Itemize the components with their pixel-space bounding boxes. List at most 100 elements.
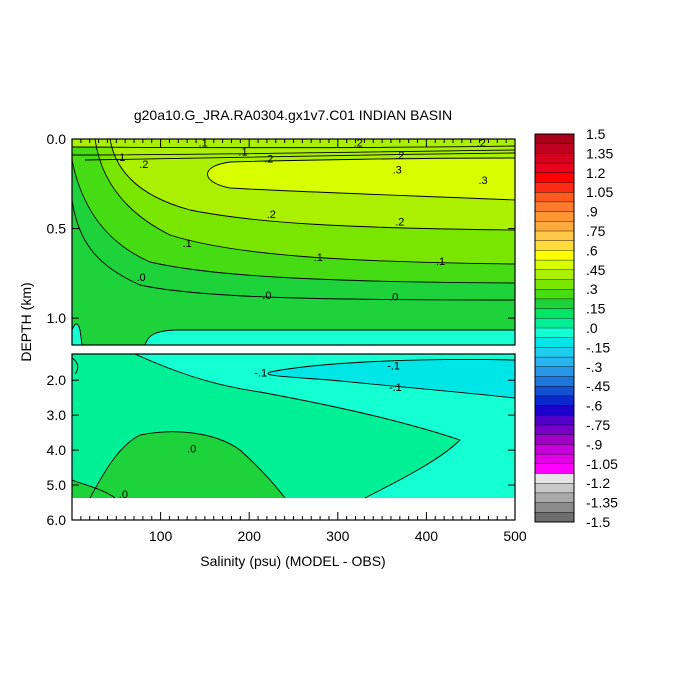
colorbar-label: -.9 (586, 436, 603, 452)
fill-lower-deep-blob (90, 431, 285, 498)
contour-label: .2 (264, 154, 273, 166)
colorbar-swatch (534, 269, 575, 280)
colorbar-label: -.6 (586, 398, 603, 414)
contour-label: .1 (314, 252, 323, 264)
colorbar-swatch (534, 143, 575, 154)
contour-label: .2 (395, 216, 404, 228)
contour-label: .2 (395, 150, 404, 162)
contour-line (267, 359, 515, 399)
colorbar-swatch (534, 424, 575, 436)
contour-label: .0 (137, 272, 146, 284)
contour-line (72, 149, 515, 156)
colorbar-swatch (534, 250, 575, 261)
contour-label: .1 (116, 152, 125, 164)
colorbar-swatch (534, 405, 575, 416)
upper-y-axis: 0.0 0.5 1.0 (47, 131, 515, 326)
colorbar-swatch (534, 191, 575, 203)
colorbar-label: .15 (586, 301, 606, 317)
y-tick-label: 4.0 (47, 442, 67, 458)
colorbar-swatch (534, 376, 575, 387)
colorbar-label: .75 (586, 223, 606, 239)
y-tick-label: 2.0 (47, 372, 67, 388)
colorbar-swatch (534, 162, 575, 174)
colorbar-label: .3 (586, 281, 598, 297)
x-tick-label: 400 (415, 528, 439, 544)
colorbar-label: .9 (586, 204, 598, 220)
contour-label: -.1 (389, 382, 402, 394)
contour-line (72, 479, 116, 499)
colorbar-swatch (534, 463, 575, 474)
fill-upper-surface-band (72, 139, 515, 148)
colorbar-label: .45 (586, 262, 606, 278)
chart-title: g20a10.G_JRA.RA0304.gx1v7.C01 INDIAN BAS… (134, 107, 452, 123)
colorbar-swatch (534, 395, 575, 407)
colorbar-swatch (534, 483, 575, 494)
y-tick-label: 0.5 (47, 221, 67, 237)
fill-upper-0.6-to-0.75 (207, 158, 515, 200)
y-tick-label: 0.0 (47, 131, 67, 147)
colorbar-label: -.45 (586, 378, 610, 394)
x-tick-label: 100 (149, 528, 173, 544)
fill-upper-bottom-cyan (145, 330, 515, 345)
contour-line (109, 139, 515, 231)
fill-lower-shallow-cyan (268, 359, 515, 398)
colorbar-swatch (534, 492, 575, 504)
contour-line (89, 431, 286, 499)
upper-contour-fill (72, 139, 515, 345)
missing-data-band (72, 498, 515, 520)
colorbar-swatch (534, 327, 575, 339)
colorbar-swatch (534, 201, 575, 213)
contour-line (144, 329, 515, 345)
colorbar-label: -.75 (586, 417, 610, 433)
colorbar-swatch (534, 386, 575, 397)
contour-label: .2 (267, 209, 276, 221)
lower-contour-labels: -.1 -.1 -.1 .0 .0 (119, 361, 402, 501)
colorbar-swatch (534, 347, 575, 358)
colorbar-swatch (534, 444, 575, 455)
upper-contour-lines (72, 139, 515, 345)
colorbar-swatch (534, 221, 575, 232)
colorbar-swatch (534, 172, 575, 184)
colorbar-label: .0 (586, 320, 598, 336)
contour-label: .1 (238, 147, 247, 159)
x-axis: 100 200 300 400 500 (80, 139, 527, 544)
colorbar-swatch (534, 279, 575, 290)
contour-label: .1 (436, 256, 445, 268)
colorbar-swatch (534, 415, 575, 426)
colorbar: 1.5 1.35 1.2 1.05 .9 .75 .6 .45 .3 .15 .0 -.15 -.3 -.… (534, 126, 618, 530)
colorbar-swatch (534, 356, 575, 368)
contour-label: .2 (477, 138, 486, 150)
contour-label: -.1 (387, 361, 400, 373)
colorbar-label: -.15 (586, 339, 610, 355)
y-axis-label: DEPTH (km) (18, 282, 34, 361)
lower-y-axis: 2.0 3.0 4.0 5.0 6.0 (47, 372, 515, 528)
y-tick-label: 6.0 (47, 512, 67, 528)
colorbar-label: -1.5 (586, 514, 610, 530)
x-tick-label: 300 (326, 528, 350, 544)
contour-line (84, 152, 515, 161)
colorbar-swatch (534, 502, 575, 513)
colorbar-frame (534, 133, 575, 523)
colorbar-swatch (534, 298, 575, 310)
colorbar-label: 1.05 (586, 184, 613, 200)
upper-panel: .1 .2 .2 .1 .1 .2 .2 .2 .3 .3 .2 .2 .1 .1 .1 .0 .0 .0 0.0… (47, 131, 516, 346)
colorbar-swatch (534, 259, 575, 271)
colorbar-swatch (534, 153, 575, 164)
contour-line (72, 145, 515, 149)
y-tick-label: 3.0 (47, 407, 67, 423)
y-tick-label: 1.0 (47, 310, 67, 326)
colorbar-swatch (534, 453, 575, 465)
contour-line (207, 157, 515, 201)
x-axis-label: Salinity (psu) (MODEL - OBS) (200, 553, 385, 569)
lower-panel: -.1 -.1 -.1 .0 .0 2.0 3.0 4.0 5.0 6.0 100 200 300 4… (47, 139, 527, 544)
contour-line (94, 139, 515, 265)
colorbar-swatch (534, 473, 575, 484)
contour-line (72, 199, 515, 301)
colorbar-label: 1.5 (586, 126, 606, 142)
contour-label: .2 (139, 159, 148, 171)
contour-label: .3 (393, 164, 402, 176)
colorbar-swatch (534, 240, 575, 251)
contour-label: .0 (119, 489, 128, 501)
contour-label: .0 (389, 292, 398, 304)
